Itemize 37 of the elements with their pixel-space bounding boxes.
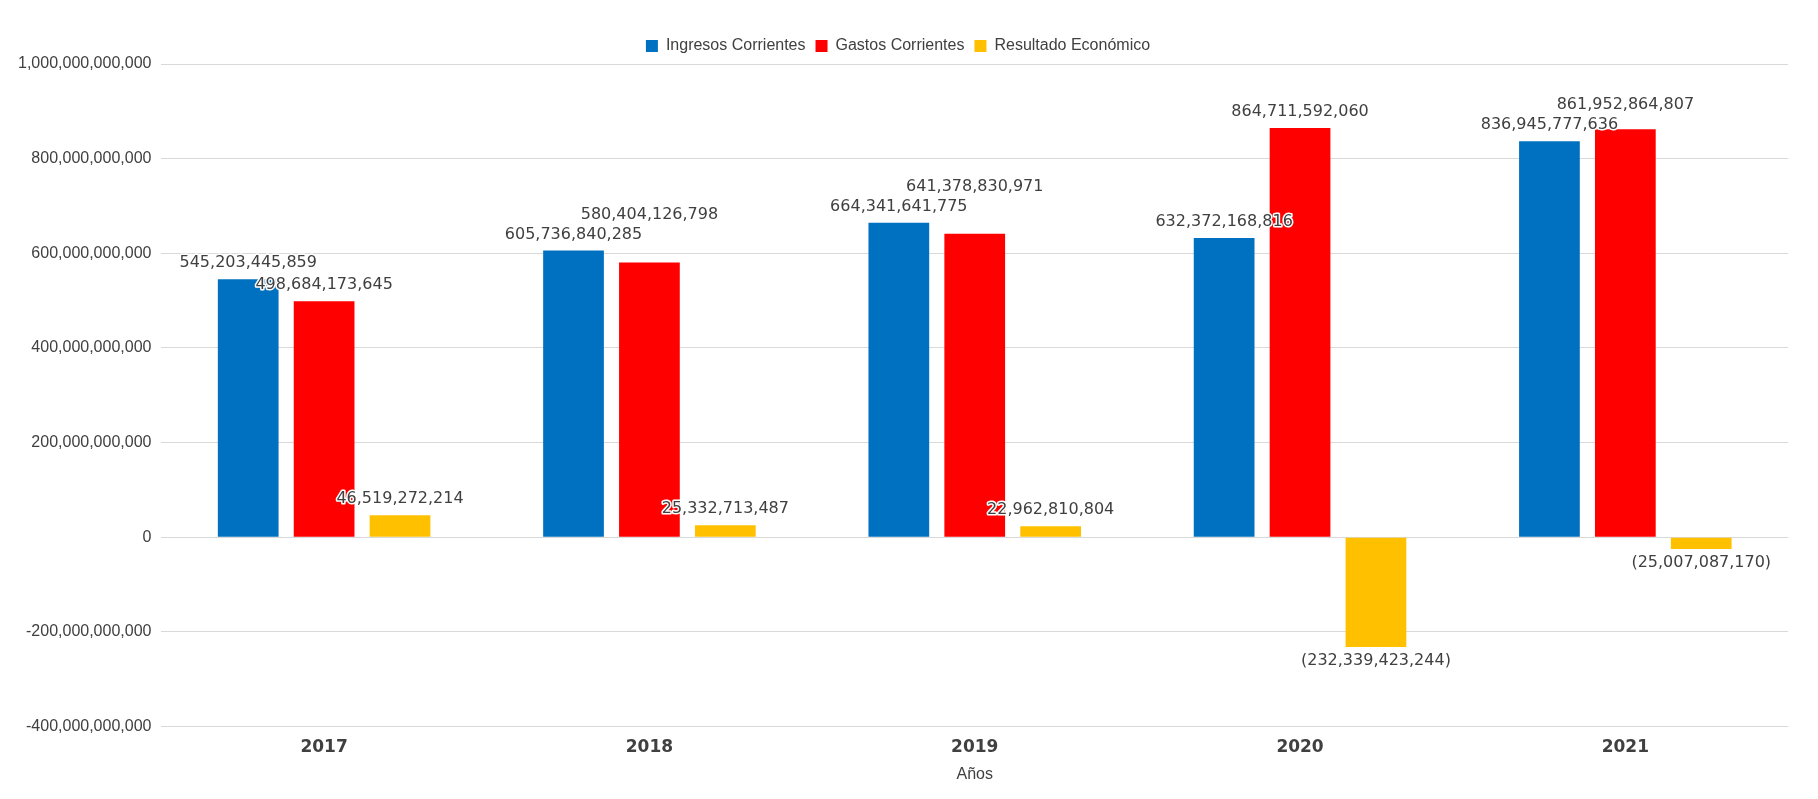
x-tick-label: 2021 — [1601, 736, 1650, 757]
data-label: 836,945,777,636 — [1480, 114, 1619, 134]
y-tick-label: 200,000,000,000 — [31, 432, 152, 450]
x-tick-label: 2020 — [1276, 736, 1324, 757]
legend-label: Ingresos Corrientes — [665, 36, 806, 54]
x-tick-label: 2017 — [300, 736, 348, 757]
bar — [1594, 129, 1656, 537]
y-tick-label: 0 — [142, 527, 152, 545]
x-axis-title: Años — [956, 764, 993, 782]
data-label: 605,736,840,285 — [504, 223, 643, 243]
data-label: 641,378,830,971 — [906, 175, 1044, 195]
bar — [694, 525, 756, 537]
y-tick-label: 600,000,000,000 — [31, 243, 152, 261]
bar — [1345, 537, 1407, 648]
y-tick-label: 400,000,000,000 — [31, 338, 152, 356]
data-label: 864,711,592,060 — [1231, 101, 1369, 121]
data-label: 861,952,864,807 — [1556, 94, 1695, 114]
legend-label: Gastos Corrientes — [835, 36, 965, 54]
data-label: (232,339,423,244) — [1300, 650, 1451, 670]
bar — [1519, 141, 1580, 537]
y-tick-label: 1,000,000,000,000 — [17, 54, 152, 72]
y-tick-label: 800,000,000,000 — [31, 149, 152, 167]
x-tick-label: 2019 — [951, 736, 999, 757]
data-label: 664,341,641,775 — [830, 195, 968, 215]
data-label: (25,007,087,170) — [1631, 552, 1772, 572]
bar — [543, 250, 604, 537]
data-label: 545,203,445,859 — [179, 252, 317, 272]
bar — [1193, 237, 1255, 537]
bar — [1670, 537, 1732, 549]
x-tick-label: 2018 — [625, 736, 674, 757]
legend-label: Resultado Económico — [994, 36, 1151, 54]
y-tick-label: -400,000,000,000 — [26, 716, 152, 734]
data-label: 580,404,126,798 — [580, 203, 719, 223]
bar — [868, 222, 930, 537]
bar — [369, 515, 431, 537]
bar — [1020, 526, 1081, 537]
y-tick-label: -200,000,000,000 — [26, 622, 152, 640]
